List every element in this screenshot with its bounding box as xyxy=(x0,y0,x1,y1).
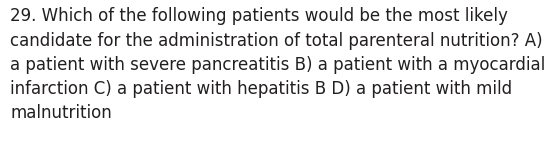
Text: 29. Which of the following patients would be the most likely
candidate for the a: 29. Which of the following patients woul… xyxy=(10,7,545,122)
